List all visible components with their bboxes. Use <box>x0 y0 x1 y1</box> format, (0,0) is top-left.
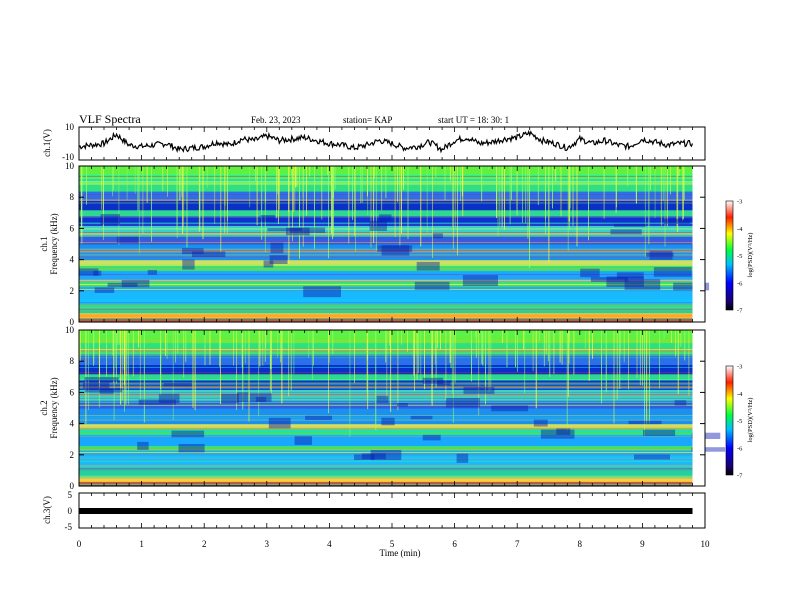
x-tick-labels: 0 1 2 3 4 5 6 7 8 9 10 <box>77 539 710 549</box>
colorbar-tick-label: -3 <box>737 364 742 371</box>
x-tick-label: 10 <box>701 539 711 549</box>
ytick-label: 8 <box>70 192 75 202</box>
ytick-label: 0 <box>70 317 75 327</box>
colorbar-tick-label: -3 <box>737 199 742 206</box>
ch2-spec-chlabel: ch.2 <box>39 400 49 415</box>
ytick-label: 0 <box>70 481 75 491</box>
ch1-spectrogram-yticks: 10 8 6 4 2 0 <box>65 161 705 327</box>
ch1-colorbar-ticks: -3 -4 -5 -6 -7 <box>737 199 743 315</box>
ch3-ylabel: ch.3(V) <box>42 496 52 524</box>
x-tick-label: 8 <box>578 539 583 549</box>
start-time-label: start UT = 18: 30: 1 <box>438 115 509 125</box>
ytick-label: 6 <box>70 387 75 397</box>
ch2-colorbar <box>725 365 734 476</box>
ch2-colorbar-ticks: -3 -4 -5 -6 -7 <box>737 364 743 480</box>
ch2-spec-ylabel: Frequency (kHz) <box>49 377 59 438</box>
colorbar-tick-label: -7 <box>737 473 743 480</box>
ch1-ytick-bottom: -10 <box>62 152 74 162</box>
ch2-spectrogram-yticks: 10 8 6 4 2 0 <box>65 325 705 491</box>
ch1-spec-ylabel: Frequency (kHz) <box>49 213 59 274</box>
station-label: station= KAP <box>343 115 392 125</box>
x-tick-label: 2 <box>202 539 207 549</box>
x-tick-label: 4 <box>327 539 332 549</box>
colorbar-tick-label: -5 <box>737 418 742 425</box>
ch1-colorbar <box>725 200 734 311</box>
x-tick-label: 7 <box>515 539 520 549</box>
ytick-label: 4 <box>70 419 75 429</box>
ch1-colorbar-label: log(PSD)(V²/Hz) <box>747 233 754 278</box>
ytick-label: 4 <box>70 255 75 265</box>
ch3-ytick-neg5: -5 <box>65 522 73 532</box>
date-label: Feb. 23, 2023 <box>251 115 301 125</box>
x-axis-label: Time (min) <box>380 548 421 558</box>
ytick-label: 10 <box>65 325 75 335</box>
colorbar-tick-label: -4 <box>737 391 743 398</box>
ch3-waveform-line <box>79 508 693 514</box>
ch1-ylabel: ch.1(V) <box>42 129 52 157</box>
ytick-label: 6 <box>70 223 75 233</box>
x-tick-label: 0 <box>77 539 82 549</box>
figure-title: VLF Spectra <box>79 112 141 126</box>
ch2-spectrogram-image <box>79 330 726 487</box>
x-tick-label: 5 <box>390 539 395 549</box>
colorbar-tick-label: -5 <box>737 253 742 260</box>
ytick-label: 2 <box>70 286 75 296</box>
ch3-ytick-5: 5 <box>68 490 73 500</box>
ch1-ytick-top: 10 <box>65 122 75 132</box>
ytick-label: 8 <box>70 356 75 366</box>
colorbar-tick-label: -6 <box>737 280 743 287</box>
colorbar-tick-label: -6 <box>737 445 743 452</box>
x-tick-label: 9 <box>640 539 645 549</box>
ytick-label: 10 <box>65 161 75 171</box>
ch1-spec-chlabel: ch.1 <box>39 236 49 251</box>
ch2-colorbar-label: log(PSD)(V²/Hz) <box>747 398 754 443</box>
x-tick-label: 3 <box>265 539 270 549</box>
ch1-waveform-line <box>78 129 694 154</box>
colorbar-tick-label: -4 <box>737 226 743 233</box>
ytick-label: 2 <box>70 450 75 460</box>
ch3-ytick-0: 0 <box>68 506 73 516</box>
x-tick-label: 1 <box>139 539 144 549</box>
ch1-spectrogram-image <box>79 166 710 323</box>
x-tick-label: 6 <box>452 539 457 549</box>
time-tick-marks <box>78 127 706 528</box>
colorbar-tick-label: -7 <box>737 308 743 315</box>
